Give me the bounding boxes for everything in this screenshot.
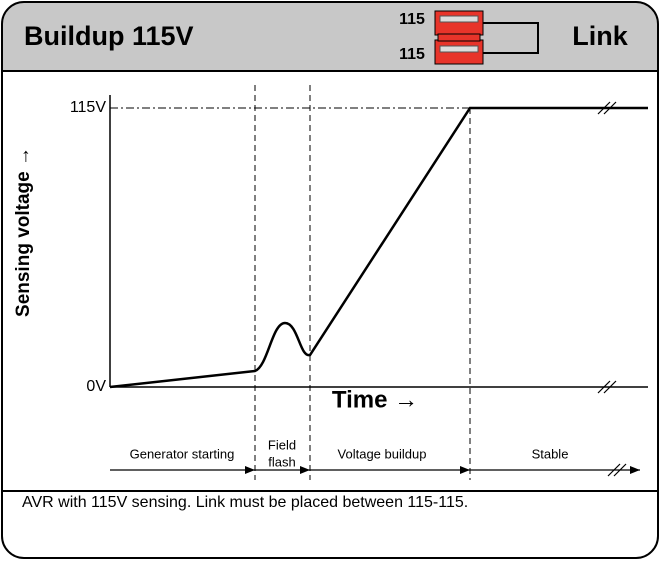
- link-label: Link: [572, 21, 628, 51]
- phase-label: Stable: [532, 446, 569, 461]
- link-wire: [483, 22, 539, 54]
- title: Buildup 115V: [24, 21, 194, 51]
- y-tick-label: 115V: [70, 99, 107, 116]
- phase-label: Generator starting: [130, 446, 235, 461]
- x-axis-label: Time →: [332, 386, 418, 413]
- plot: [109, 85, 648, 480]
- phase-label: flash: [268, 454, 295, 469]
- y-axis-label: Sensing voltage →: [13, 147, 34, 317]
- caption: AVR with 115V sensing. Link must be plac…: [22, 494, 468, 511]
- terminal-label: 115: [399, 11, 425, 28]
- y-tick-label: 0V: [86, 378, 106, 395]
- terminal-label: 115: [399, 46, 425, 63]
- phase-label: Voltage buildup: [338, 446, 427, 461]
- terminal-block: [434, 10, 484, 65]
- header-band: [2, 2, 658, 71]
- phase-label: Field: [268, 437, 296, 452]
